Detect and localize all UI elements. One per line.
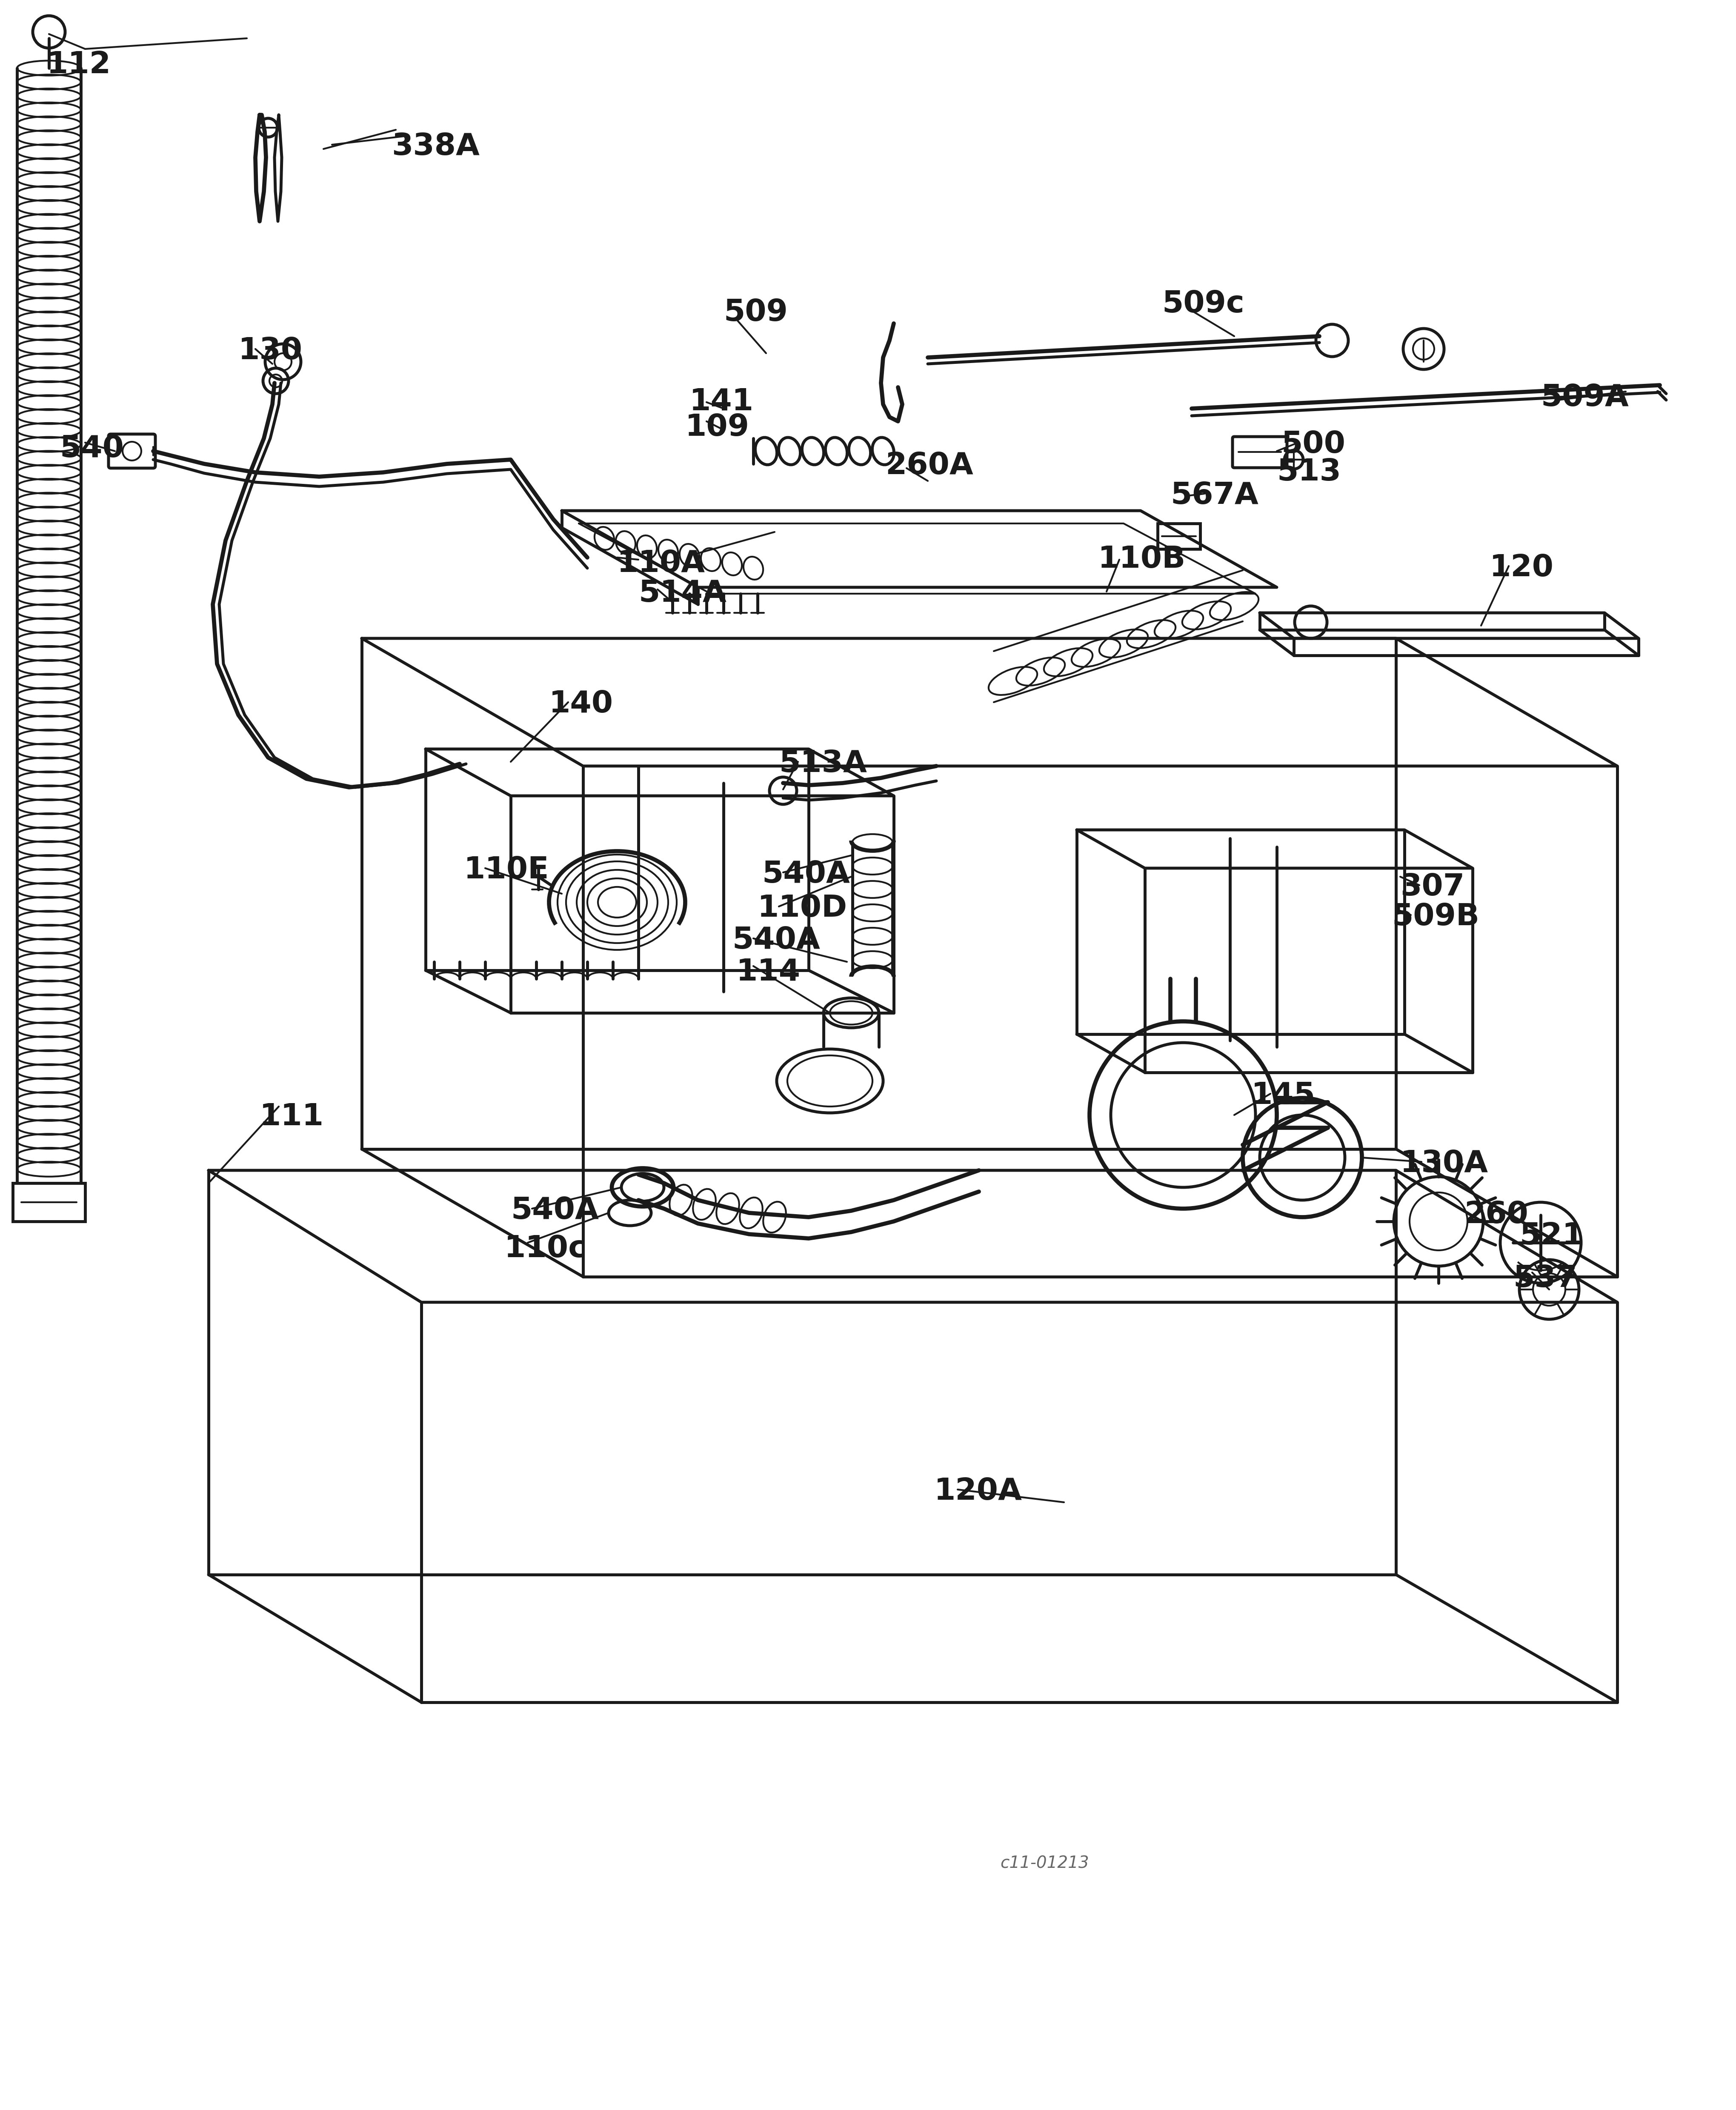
Text: 307: 307	[1401, 871, 1465, 901]
Text: 500: 500	[1281, 430, 1345, 460]
Text: 514A: 514A	[639, 578, 726, 608]
Text: 112: 112	[47, 51, 111, 80]
Text: 540: 540	[59, 435, 123, 464]
Text: 130A: 130A	[1401, 1150, 1488, 1177]
Text: 513: 513	[1276, 458, 1340, 487]
Text: 120: 120	[1489, 553, 1554, 582]
Text: 509: 509	[724, 298, 788, 327]
Text: 110E: 110E	[464, 855, 549, 884]
Text: 509B: 509B	[1392, 903, 1479, 933]
Text: c11-01213: c11-01213	[1000, 1855, 1088, 1872]
Text: 120A: 120A	[934, 1477, 1023, 1507]
Text: 521: 521	[1519, 1222, 1583, 1251]
Text: 260: 260	[1463, 1201, 1528, 1230]
Text: 145: 145	[1252, 1080, 1316, 1110]
Text: 110c: 110c	[505, 1234, 587, 1264]
Text: 114: 114	[736, 958, 800, 987]
Text: 540A: 540A	[762, 859, 851, 888]
Text: 338A: 338A	[392, 133, 479, 160]
Text: 509c: 509c	[1161, 289, 1245, 319]
Text: 509A: 509A	[1540, 384, 1628, 411]
Text: 110A: 110A	[616, 549, 705, 578]
Text: 110D: 110D	[757, 895, 847, 922]
Text: 110B: 110B	[1099, 544, 1186, 574]
Text: 537: 537	[1514, 1264, 1578, 1293]
Text: 140: 140	[549, 690, 613, 720]
Text: 513A: 513A	[779, 749, 866, 779]
Text: 130: 130	[238, 335, 302, 365]
Text: 109: 109	[686, 414, 750, 443]
Text: 141: 141	[689, 388, 753, 416]
Text: 111: 111	[260, 1101, 325, 1131]
Text: 540A: 540A	[733, 926, 819, 956]
Text: 540A: 540A	[510, 1196, 599, 1226]
Text: 260A: 260A	[885, 452, 974, 481]
Text: 567A: 567A	[1170, 481, 1259, 511]
